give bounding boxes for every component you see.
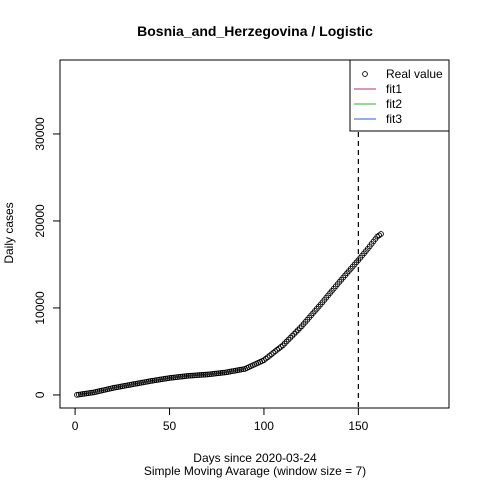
data-point: [185, 372, 192, 379]
x-tick-label: 0: [72, 419, 79, 433]
legend-label: fit3: [386, 112, 402, 126]
y-tick-label: 0: [33, 391, 47, 398]
data-point: [196, 372, 203, 378]
y-tick-label: 20000: [33, 204, 47, 238]
data-point: [170, 374, 177, 381]
data-point: [213, 370, 220, 377]
x-tick-label: 100: [254, 419, 274, 433]
data-point: [198, 372, 205, 378]
x-tick-label: 50: [163, 419, 177, 433]
data-point: [189, 372, 196, 379]
data-point: [194, 372, 201, 379]
data-point: [204, 371, 211, 378]
data-point: [211, 370, 218, 377]
data-point: [215, 370, 222, 377]
data-point: [174, 374, 180, 380]
x-axis-label: Days since 2020-03-24: [193, 451, 317, 465]
data-point: [219, 369, 226, 376]
data-point: [166, 375, 173, 381]
data-point: [191, 372, 197, 379]
legend-label: Real value: [386, 67, 443, 81]
data-point: [178, 373, 184, 380]
data-point: [179, 373, 186, 380]
legend-label: fit1: [386, 82, 402, 96]
data-point: [202, 371, 209, 378]
x-axis-subtitle: Simple Moving Avarage (window size = 7): [144, 464, 366, 478]
data-point: [181, 373, 188, 380]
data-point: [378, 231, 384, 237]
real-value-points: [74, 231, 384, 398]
data-point: [168, 374, 175, 381]
y-tick-label: 10000: [33, 291, 47, 325]
legend-label: fit2: [386, 97, 402, 111]
data-point: [221, 369, 228, 376]
data-point: [200, 371, 207, 378]
data-point: [208, 371, 214, 377]
chart-title: Bosnia_and_Herzegovina / Logistic: [137, 23, 373, 39]
data-point: [187, 372, 194, 379]
data-point: [210, 371, 216, 377]
data-point: [183, 373, 190, 379]
y-axis: 0 10000 20000 30000: [33, 117, 61, 398]
data-point: [172, 374, 179, 381]
y-axis-label: Daily cases: [2, 202, 16, 263]
data-point: [206, 371, 213, 378]
x-axis: 0 50 100 150: [72, 407, 369, 433]
data-point: [176, 374, 182, 380]
data-point: [217, 370, 224, 376]
x-tick-label: 150: [348, 419, 368, 433]
y-tick-label: 30000: [33, 117, 47, 151]
data-point: [193, 372, 199, 379]
legend-marker: [362, 71, 368, 77]
